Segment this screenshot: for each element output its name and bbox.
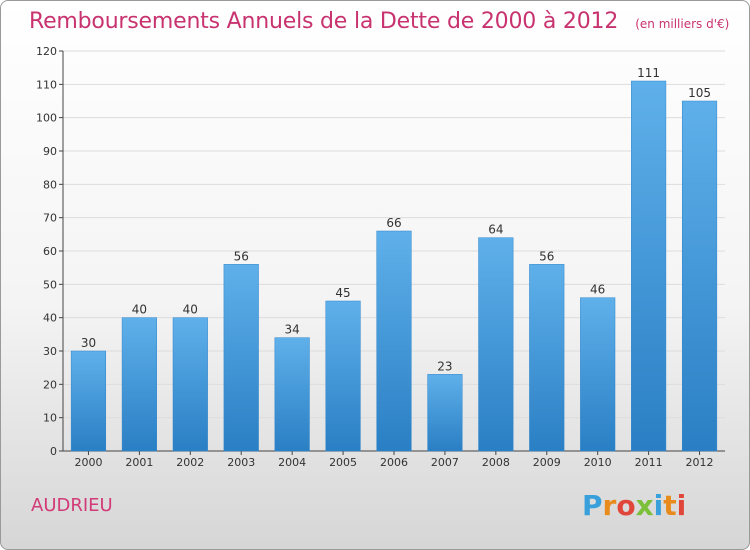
data-label-2009: 56	[539, 249, 554, 263]
y-tick-label: 0	[50, 445, 57, 458]
data-label-2011: 111	[637, 66, 660, 80]
data-label-2006: 66	[386, 216, 401, 230]
x-tick-label-2010: 2010	[584, 456, 612, 469]
bar-2010	[580, 297, 616, 452]
bar-2007	[427, 374, 463, 452]
x-tick-label-2005: 2005	[329, 456, 357, 469]
x-tick-label-2002: 2002	[176, 456, 204, 469]
x-tick-label-2012: 2012	[686, 456, 714, 469]
y-tick-label: 80	[43, 178, 57, 191]
data-label-2008: 64	[488, 223, 503, 237]
x-tick-label-2006: 2006	[380, 456, 408, 469]
proxiti-logo: Proxiti	[582, 489, 686, 522]
logo-letter: i	[653, 489, 664, 522]
bar-2009	[529, 264, 565, 452]
y-tick-label: 50	[43, 278, 57, 291]
data-label-2004: 34	[285, 323, 300, 337]
y-tick-label: 30	[43, 345, 57, 358]
data-label-2001: 40	[132, 303, 147, 317]
logo-letter: x	[635, 489, 654, 522]
bar-2002	[172, 317, 208, 452]
y-tick-label: 90	[43, 145, 57, 158]
y-tick-label: 60	[43, 245, 57, 258]
x-tick-label-2001: 2001	[125, 456, 153, 469]
y-tick-label: 110	[36, 78, 57, 91]
logo-letter: o	[616, 489, 636, 522]
data-label-2003: 56	[234, 249, 249, 263]
x-tick-label-2009: 2009	[533, 456, 561, 469]
y-tick-label: 10	[43, 412, 57, 425]
x-tick-label-2000: 2000	[74, 456, 102, 469]
data-label-2002: 40	[183, 303, 198, 317]
commune-name: AUDRIEU	[31, 495, 113, 516]
chart-title: Remboursements Annuels de la Dette de 20…	[29, 9, 619, 34]
y-tick-label: 100	[36, 112, 57, 125]
logo-letter: i	[676, 489, 687, 522]
y-tick-label: 40	[43, 312, 57, 325]
y-tick-label: 70	[43, 212, 57, 225]
bar-2000	[70, 350, 107, 452]
data-label-2005: 45	[335, 286, 350, 300]
y-tick-label: 20	[43, 378, 57, 391]
bar-2006	[376, 230, 412, 452]
bar-2012	[681, 100, 718, 452]
labels: 0 10 20 30 40 50 60 70 80 90 100 110 120 30 2000 40 2001…	[36, 45, 714, 469]
logo-letter: r	[602, 489, 617, 522]
data-label-2007: 23	[437, 359, 452, 373]
x-tick-label-2011: 2011	[635, 456, 663, 469]
data-label-2012: 105	[688, 86, 711, 100]
bar-2001	[121, 317, 157, 452]
logo-letter: P	[582, 489, 603, 522]
x-tick-label-2004: 2004	[278, 456, 306, 469]
bar-2011	[631, 80, 667, 452]
title-row: Remboursements Annuels de la Dette de 20…	[29, 9, 729, 34]
chart-subtitle: (en milliers d'€)	[635, 17, 730, 31]
bar-2004	[274, 337, 310, 452]
bar-2005	[325, 300, 361, 452]
bars	[70, 80, 718, 452]
y-tick-label: 120	[36, 45, 57, 58]
x-tick-label-2007: 2007	[431, 456, 459, 469]
bar-2008	[478, 237, 514, 452]
data-label-2000: 30	[81, 336, 96, 350]
logo-letter: t	[663, 489, 677, 522]
x-tick-label-2003: 2003	[227, 456, 255, 469]
bar-2003	[223, 264, 259, 452]
data-label-2010: 46	[590, 283, 605, 297]
x-tick-label-2008: 2008	[482, 456, 510, 469]
